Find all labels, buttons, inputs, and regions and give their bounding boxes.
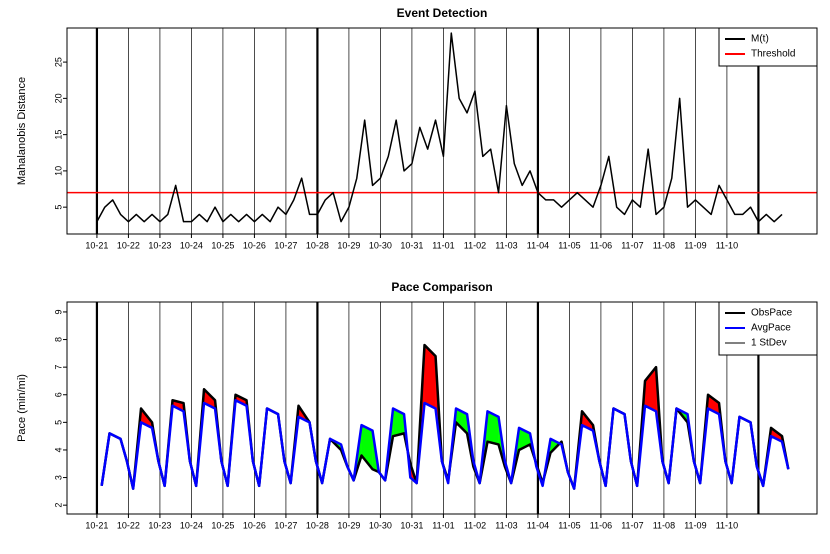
x-tick-label: 10-28 <box>306 240 329 250</box>
x-tick-label: 11-09 <box>684 520 706 530</box>
y-tick-label: 4 <box>53 447 63 452</box>
x-tick-label: 11-06 <box>590 240 612 250</box>
y-tick-label: 10 <box>53 166 63 176</box>
deviation-fill <box>456 408 468 434</box>
x-tick-label: 10-24 <box>180 240 203 250</box>
x-tick-label: 11-06 <box>590 520 612 530</box>
y-tick-label: 15 <box>53 130 63 140</box>
x-tick-label: 11-10 <box>716 240 738 250</box>
x-tick-label: 10-22 <box>117 520 140 530</box>
x-tick-label: 10-24 <box>180 520 203 530</box>
x-tick-label: 10-31 <box>400 520 423 530</box>
y-tick-label: 6 <box>53 392 63 397</box>
x-tick-label: 11-05 <box>558 240 580 250</box>
y-tick-label: 2 <box>53 503 63 508</box>
x-tick-label: 10-21 <box>85 240 108 250</box>
x-tick-label: 11-07 <box>621 520 643 530</box>
y-tick-label: 9 <box>53 309 63 314</box>
x-tick-label: 10-30 <box>369 520 392 530</box>
x-tick-label: 11-02 <box>464 520 486 530</box>
y-tick-label: 20 <box>53 93 63 103</box>
x-tick-label: 10-25 <box>211 520 234 530</box>
y-tick-label: 5 <box>53 420 63 425</box>
y-tick-label: 8 <box>53 337 63 342</box>
legend-box <box>718 27 818 67</box>
x-tick-label: 10-27 <box>274 240 297 250</box>
x-tick-label: 11-03 <box>495 520 517 530</box>
y-tick-label: 7 <box>53 365 63 370</box>
x-tick-label: 11-03 <box>495 240 517 250</box>
y-tick-label: 3 <box>53 475 63 480</box>
x-tick-label: 11-09 <box>684 240 706 250</box>
x-tick-label: 11-04 <box>527 520 549 530</box>
x-tick-label: 10-31 <box>400 240 423 250</box>
x-tick-label: 10-21 <box>85 520 108 530</box>
x-tick-label: 11-04 <box>527 240 549 250</box>
deviation-fill <box>424 345 436 409</box>
x-tick-label: 10-28 <box>306 520 329 530</box>
chart-title: Pace Comparison <box>391 280 492 294</box>
x-tick-label: 11-07 <box>621 240 643 250</box>
legend-label: AvgPace <box>751 323 791 334</box>
legend-label: M(t) <box>751 34 769 45</box>
y-tick-label: 25 <box>53 57 63 67</box>
legend-label: ObsPace <box>751 308 793 319</box>
deviation-fill <box>393 408 405 437</box>
x-tick-label: 11-08 <box>653 240 675 250</box>
x-tick-label: 10-29 <box>337 240 360 250</box>
plot-frame <box>66 301 818 515</box>
x-tick-label: 11-01 <box>432 520 454 530</box>
x-tick-label: 11-02 <box>464 240 486 250</box>
x-tick-label: 10-26 <box>243 240 266 250</box>
y-axis-label: Pace (min/mi) <box>16 374 28 442</box>
chart-title: Event Detection <box>397 6 488 20</box>
legend-label: 1 StDev <box>751 338 787 349</box>
x-tick-label: 10-23 <box>148 240 171 250</box>
y-tick-label: 5 <box>53 205 63 210</box>
series-line <box>96 32 783 223</box>
x-tick-label: 10-26 <box>243 520 266 530</box>
x-tick-label: 10-25 <box>211 240 234 250</box>
x-tick-label: 11-08 <box>653 520 675 530</box>
deviation-fill <box>487 411 499 445</box>
plot-frame <box>66 27 818 235</box>
x-tick-label: 11-10 <box>716 520 738 530</box>
x-tick-label: 11-01 <box>432 240 454 250</box>
y-axis-label: Mahalanobis Distance <box>16 77 28 185</box>
x-tick-label: 10-27 <box>274 520 297 530</box>
x-tick-label: 10-30 <box>369 240 392 250</box>
x-tick-label: 10-23 <box>148 520 171 530</box>
x-tick-label: 10-29 <box>337 520 360 530</box>
x-tick-label: 11-05 <box>558 520 580 530</box>
x-tick-label: 10-22 <box>117 240 140 250</box>
series-line <box>100 399 790 490</box>
legend-label: Threshold <box>751 49 795 60</box>
